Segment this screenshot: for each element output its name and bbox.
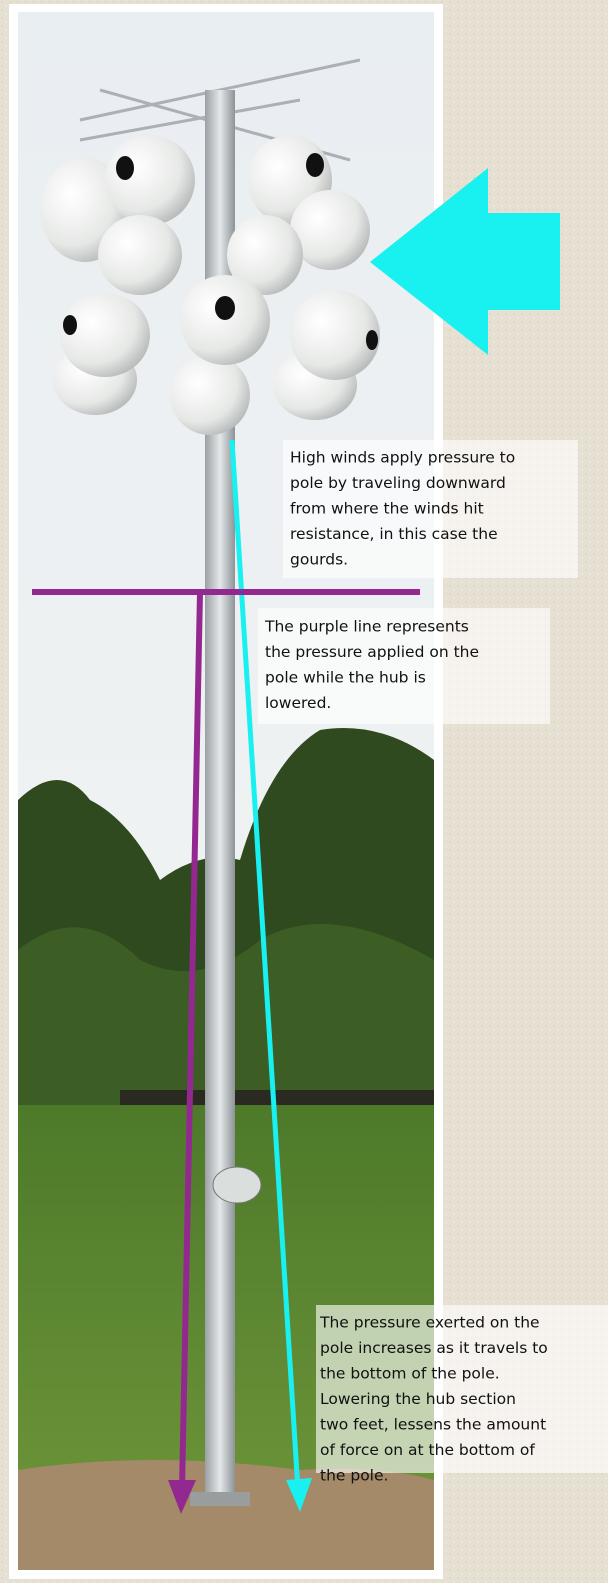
note-text: pole while the hub is [265, 669, 426, 687]
note-text: lowered. [265, 694, 331, 712]
note-text: the pole. [320, 1467, 388, 1485]
note-text: pole by traveling downward [290, 474, 506, 492]
note-text: two feet, lessens the amount [320, 1416, 546, 1434]
page: High winds apply pressure to pole by trav… [0, 0, 608, 1583]
note-text: The pressure exerted on the [319, 1314, 540, 1332]
note-text: The purple line represents [264, 618, 469, 636]
note-text: gourds. [290, 551, 348, 569]
note-text: Lowering the hub section [320, 1390, 516, 1408]
note-text: of force on at the bottom of [320, 1441, 535, 1459]
note-text: High winds apply pressure to [290, 449, 515, 467]
note-text: from where the winds hit [290, 500, 484, 518]
note-text: resistance, in this case the [290, 525, 498, 543]
note-text: pole increases as it travels to [320, 1339, 548, 1357]
note-text: the bottom of the pole. [320, 1365, 500, 1383]
slide: High winds apply pressure to pole by trav… [0, 0, 608, 1583]
note-text: the pressure applied on the [265, 643, 479, 661]
